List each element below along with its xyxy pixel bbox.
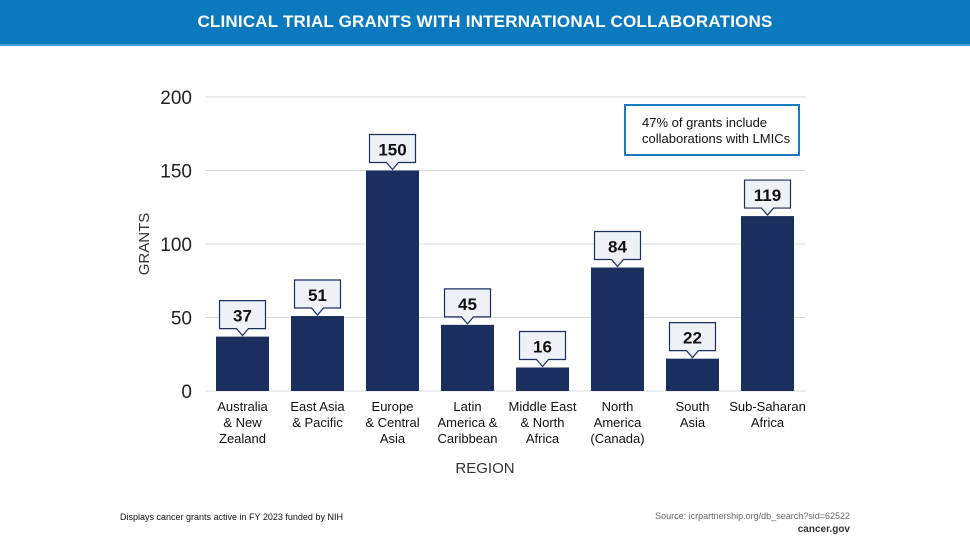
x-tick-label: South <box>676 399 710 414</box>
x-tick-label: East Asia <box>290 399 345 414</box>
x-tick-label: America & <box>438 415 498 430</box>
data-label-box <box>443 288 492 325</box>
bar <box>591 267 644 391</box>
x-tick-label: & Pacific <box>292 415 343 430</box>
bar <box>441 324 494 391</box>
x-tick-label: Africa <box>526 431 560 446</box>
x-tick-label: & North <box>520 415 564 430</box>
x-tick-label: Asia <box>380 431 406 446</box>
x-tick-label: Asia <box>680 415 706 430</box>
bar <box>216 336 269 391</box>
data-label: 37 <box>233 307 252 326</box>
data-label-box <box>293 279 342 316</box>
annotation-box: 47% of grants include collaborations wit… <box>624 104 800 156</box>
data-label-box <box>368 133 417 171</box>
chart-title: CLINICAL TRIAL GRANTS WITH INTERNATIONAL… <box>197 12 773 31</box>
y-tick-label: 100 <box>160 235 192 256</box>
data-label: 119 <box>754 186 781 205</box>
title-banner: CLINICAL TRIAL GRANTS WITH INTERNATIONAL… <box>0 0 970 46</box>
bar <box>741 216 794 391</box>
x-tick-label: Africa <box>751 415 785 430</box>
x-tick-label: Europe <box>372 399 414 414</box>
x-tick-label: Australia <box>217 399 268 414</box>
data-label: 150 <box>378 141 406 160</box>
bar <box>291 316 344 391</box>
y-tick-label: 50 <box>171 309 192 330</box>
footer-brand: cancer.gov <box>797 524 850 535</box>
x-tick-label: Middle East <box>509 399 577 414</box>
footer-source: Source: icrpartnership.org/db_search?sid… <box>655 511 850 521</box>
data-label-box <box>593 230 642 268</box>
x-tick-label: Zealand <box>219 431 266 446</box>
x-tick-label: Caribbean <box>438 431 498 446</box>
x-tick-label: (Canada) <box>590 431 644 446</box>
y-tick-label: 200 <box>160 88 192 109</box>
annotation-line: collaborations with LMICs <box>642 131 791 146</box>
data-label-box <box>668 322 717 359</box>
data-label: 51 <box>308 286 327 305</box>
y-axis-label: GRANTS <box>136 213 153 276</box>
bar <box>666 358 719 391</box>
x-tick-label: Sub-Saharan <box>729 399 806 414</box>
bar <box>516 367 569 391</box>
data-label: 84 <box>608 238 627 257</box>
data-label: 22 <box>683 329 702 348</box>
data-label-box <box>743 179 792 216</box>
x-tick-label: America <box>594 415 642 430</box>
x-axis-label: REGION <box>455 460 514 477</box>
data-label: 16 <box>533 337 552 356</box>
data-label: 45 <box>458 295 477 314</box>
data-label-box <box>518 330 567 368</box>
bar <box>366 170 419 391</box>
y-tick-label: 150 <box>160 162 192 183</box>
annotation-line: 47% of grants include <box>642 115 768 130</box>
data-label-box <box>218 300 267 337</box>
y-tick-label: 0 <box>181 382 192 403</box>
x-tick-label: & Central <box>365 415 419 430</box>
x-tick-label: Latin <box>453 399 481 414</box>
x-tick-label: North <box>602 399 634 414</box>
footer-source-block: Source: icrpartnership.org/db_search?sid… <box>655 510 850 536</box>
footer-note: Displays cancer grants active in FY 2023… <box>120 512 343 522</box>
x-tick-label: & New <box>223 415 262 430</box>
